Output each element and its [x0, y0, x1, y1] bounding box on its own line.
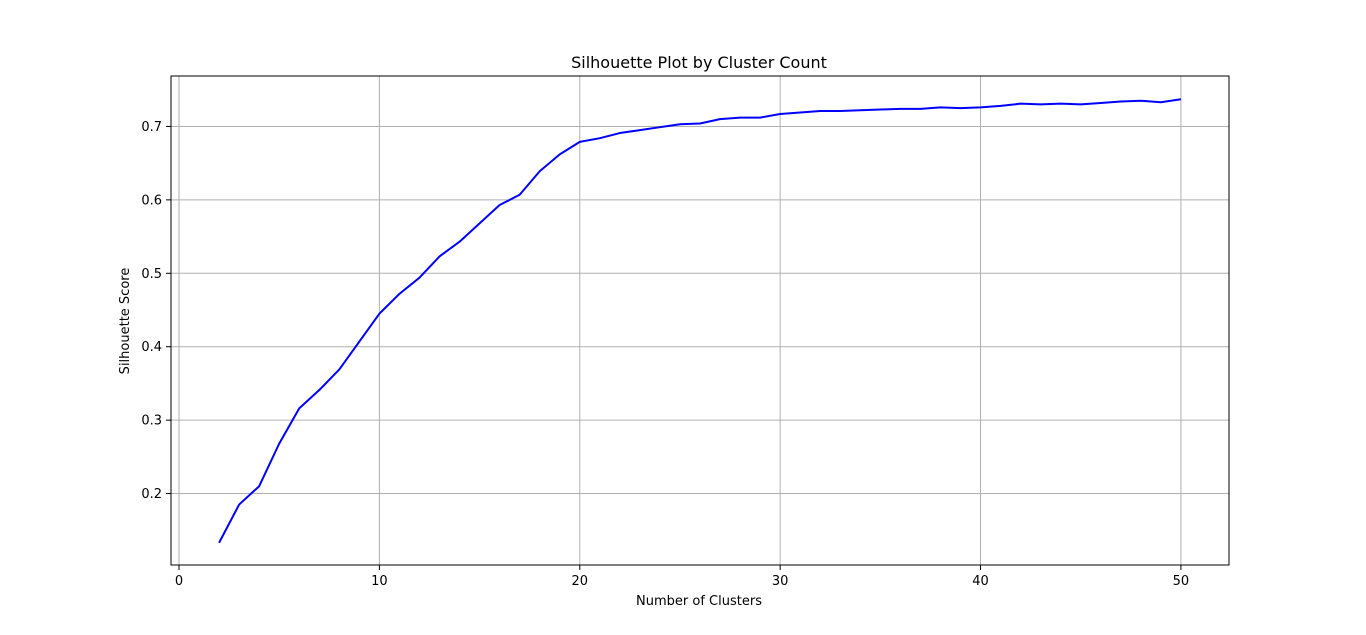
- y-tick-label: 0.4: [141, 340, 162, 355]
- y-axis-label: Silhouette Score: [118, 268, 133, 375]
- y-axis-ticks: 0.2 0.3 0.4 0.5 0.6 0.7: [141, 120, 171, 502]
- x-tick-label: 20: [571, 574, 588, 589]
- y-tick-label: 0.6: [141, 193, 162, 208]
- x-tick-label: 30: [772, 574, 789, 589]
- x-axis-label: Number of Clusters: [636, 594, 762, 609]
- x-axis-ticks: 0 10 20 30 40 50: [175, 565, 1189, 589]
- axes-frame: [170, 75, 1230, 566]
- y-tick-label: 0.7: [141, 120, 162, 135]
- x-tick-label: 50: [1173, 574, 1190, 589]
- chart-title: Silhouette Plot by Cluster Count: [571, 53, 827, 72]
- series-line: [218, 98, 1182, 544]
- x-tick-label: 10: [371, 574, 388, 589]
- y-tick-label: 0.3: [141, 414, 162, 429]
- plot-series: [218, 98, 1182, 544]
- x-tick-label: 40: [972, 574, 989, 589]
- x-tick-label: 0: [175, 574, 183, 589]
- y-tick-label: 0.5: [141, 267, 162, 282]
- grid-lines: [171, 76, 1229, 565]
- y-tick-label: 0.2: [141, 487, 162, 502]
